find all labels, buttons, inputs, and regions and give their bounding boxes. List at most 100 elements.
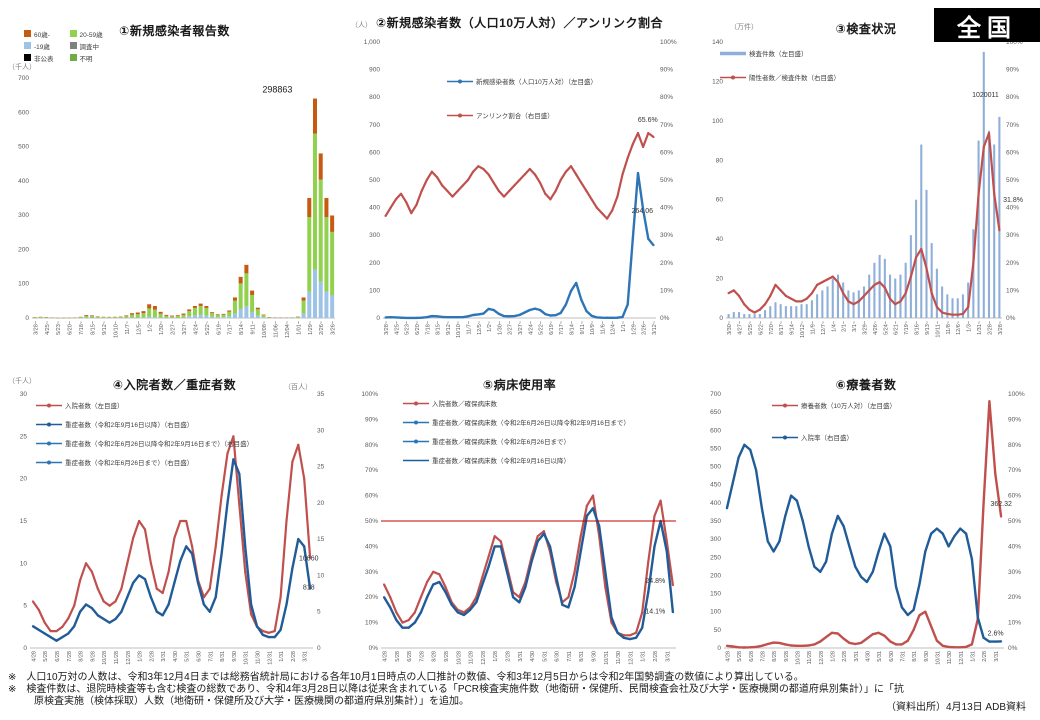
legend-label: 調査中 <box>79 43 100 51</box>
axis-tick-label: 600 <box>710 427 721 434</box>
x-axis-tick-label: 1/30~ <box>497 321 503 335</box>
axis-tick-label: 60% <box>365 493 378 500</box>
legend-swatch-icon <box>36 403 62 407</box>
x-axis-tick-label: 3/28~ <box>33 321 39 335</box>
axis-tick-label: 1,000 <box>364 39 381 46</box>
data-label: 362.32 <box>990 501 1012 508</box>
legend-label: 新規感染者数（人口10万人対）（左目盛） <box>476 79 597 86</box>
legend-label: 療養者数（10万人対）（左目盛） <box>801 403 896 410</box>
axis-tick-label: 300 <box>710 536 721 543</box>
legend-label: 重症者数（令和2年6月26日まで）（右目盛） <box>65 460 194 467</box>
x-axis-tick-label: 4/30 <box>173 651 179 662</box>
x-axis-tick-label: 7/28 <box>67 651 73 662</box>
x-axis-tick-label: 1/29~ <box>308 321 314 335</box>
x-axis-tick-label: 5/31 <box>185 651 191 662</box>
axis-tick-label: 60% <box>660 149 673 156</box>
x-axis-tick-label: 11/30 <box>616 651 622 664</box>
axis-tick-label: 100% <box>660 39 677 46</box>
x-axis-tick-label: 7/31 <box>900 651 906 662</box>
chart-plot: 0 20 40 60 80 100 120 140 0% 10% 20% 30% 40% 50% 60% 70… <box>694 6 1038 372</box>
x-axis-tick-label: 5/28 <box>43 651 49 662</box>
legend-label: 重症者数（令和2年9月16日以降）（右目盛） <box>65 422 194 429</box>
x-axis-tick-label: 12/5~ <box>136 321 142 335</box>
x-axis-tick-label: 4/25~ <box>394 321 400 335</box>
legend-item: 新規感染者数（人口10万人対）（左目盛） <box>447 76 597 86</box>
axis-tick-label: 900 <box>369 67 380 74</box>
axis-unit-label: （百人） <box>284 384 312 391</box>
x-axis-tick-label: 11/28 <box>114 651 120 664</box>
axis-tick-label: 0 <box>25 315 29 322</box>
legend-label: -19歳 <box>34 43 50 51</box>
x-axis-tick-label: 1/30~ <box>159 321 165 335</box>
axis-tick-label: 15 <box>317 536 325 543</box>
chart-legend: 検査件数（左目盛） 陽性者数／検査件数（右目盛） <box>720 48 840 82</box>
x-axis-tick-label: 1/2~ <box>148 321 154 332</box>
axis-tick-label: 400 <box>369 205 380 212</box>
axis-tick-label: 600 <box>369 149 380 156</box>
axis-tick-label: 300 <box>369 232 380 239</box>
x-axis-tick-label: 9/28 <box>90 651 96 662</box>
axis-tick-label: 90% <box>365 416 378 423</box>
x-axis-tick-label: 2/28 <box>653 651 659 662</box>
axis-tick-label: 70% <box>1006 122 1019 129</box>
legend-swatch-icon <box>69 42 77 49</box>
chart-plot: 0 100 200 300 400 500 600 700 800 900 1,000 0% 10% 20… <box>347 6 692 372</box>
x-axis-tick-label: 12/31 <box>959 651 965 665</box>
x-axis-tick-label: 7/31 <box>208 651 214 662</box>
axis-tick-label: 120 <box>712 78 723 85</box>
legend-label: 非公表 <box>34 55 54 63</box>
x-axis-tick-label: 2/26~ <box>319 321 325 335</box>
axis-tick-label: 70% <box>365 467 378 474</box>
axis-tick-label: 80% <box>1008 442 1021 449</box>
x-axis-tick-label: 12/6~ <box>956 321 962 335</box>
axis-unit-label: （万件） <box>730 24 758 31</box>
chart-legend: 入院者数（左目盛） 重症者数（令和2年9月16日以降）（右目盛） 重症者数（令和2年… <box>36 400 253 467</box>
axis-tick-label: 60 <box>716 197 724 204</box>
x-axis-tick-label: 11/7~ <box>466 321 472 335</box>
x-axis-tick-label: 4/25~ <box>45 321 51 335</box>
x-axis-tick-label: 11/06~ <box>273 321 279 338</box>
axis-tick-label: 25 <box>20 433 28 440</box>
legend-label: 不明 <box>79 55 93 63</box>
legend-swatch-icon <box>69 30 77 37</box>
axis-tick-label: 200 <box>369 260 380 267</box>
chart-plot: 0 50 100 150 200 250 300 350 400 450 500 550 600 650 7… <box>694 372 1038 684</box>
chart-title: ⑤病床使用率 <box>482 378 557 392</box>
legend-label: 入院率（右目盛） <box>801 435 853 442</box>
x-axis-tick-label: 5/31 <box>542 651 548 662</box>
axis-tick-label: 80% <box>660 94 673 101</box>
x-axis-tick-label: 3/29~ <box>863 321 869 335</box>
x-axis-tick-label: 1/4~ <box>831 321 837 332</box>
chart-plot: 0 100 200 300 400 500 600 700 3/28~ 4/25~ 5/23~ 6/2… <box>2 6 347 372</box>
axis-tick-label: 15 <box>20 518 28 525</box>
axis-tick-label: 50 <box>714 627 722 634</box>
legend-label: 60歳- <box>34 31 50 39</box>
x-axis-tick-label: 2/27~ <box>508 321 514 335</box>
axis-tick-label: 20% <box>660 260 673 267</box>
axis-tick-label: 40 <box>716 236 724 243</box>
axis-tick-label: 90% <box>660 67 673 74</box>
x-axis-tick-label: 3/31 <box>161 651 167 662</box>
x-axis-tick-label: 2/28 <box>291 651 297 662</box>
x-axis-tick-label: 1/01~ <box>296 321 302 335</box>
axis-tick-label: 70% <box>660 122 673 129</box>
x-axis-tick-label: 10/12~ <box>800 321 806 338</box>
chart-plot: 0 5 10 15 20 25 30 0 5 10 15 20 25 30 35 4/28 5/28 6/28 7/… <box>2 372 347 684</box>
legend-swatch-icon <box>403 459 429 461</box>
x-axis-tick-label: 4/24~ <box>528 321 534 335</box>
axis-tick-label: 0 <box>23 645 27 652</box>
x-axis-tick-label: 5/28 <box>395 651 401 662</box>
x-axis-tick-label: 4/26~ <box>873 321 879 335</box>
data-label: 10660 <box>299 555 319 562</box>
x-axis-tick-label: 8/31 <box>912 651 918 662</box>
x-axis-tick-label: 4/28 <box>725 651 731 662</box>
x-axis-tick-label: 9/13~ <box>925 321 931 335</box>
axis-tick-label: 40% <box>1008 543 1021 550</box>
axis-tick-label: 10 <box>317 572 325 579</box>
x-axis-tick-label: 11/28 <box>807 651 813 664</box>
legend-swatch-icon <box>403 420 429 424</box>
panel-patients-under-care: ⑥療養者数 療養者数（10万人対）（左目盛） 入院率（右目盛） 0 50 100 150 20… <box>694 372 1038 684</box>
x-axis-tick-label: 6/19~ <box>549 321 555 335</box>
chart-legend: 入院者数／確保病床数 重症者数／確保病床数（令和2年6月26日以降令和2年9月16… <box>403 398 630 465</box>
axis-tick-label: 400 <box>710 500 721 507</box>
